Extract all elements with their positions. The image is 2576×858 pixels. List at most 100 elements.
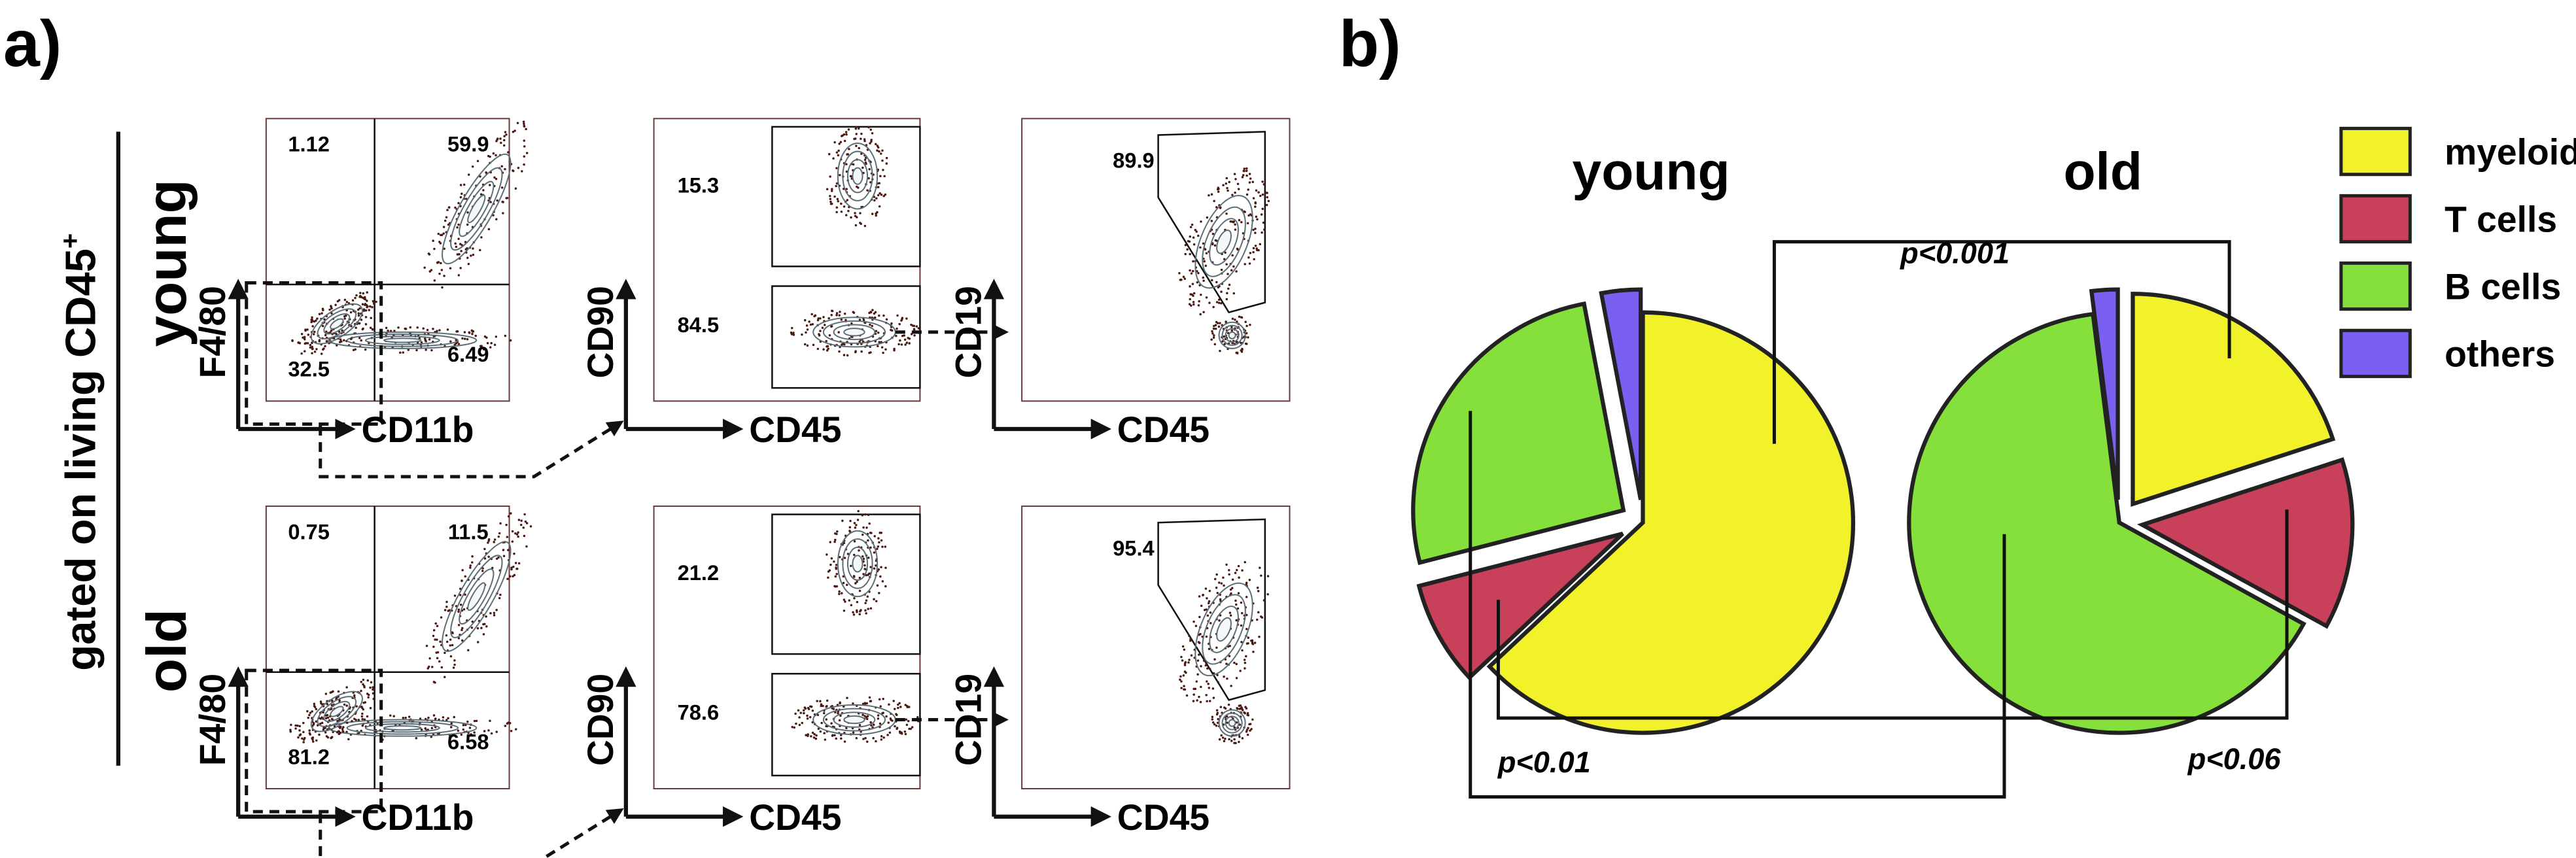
event-dot [1185, 694, 1189, 697]
contour [1221, 712, 1243, 734]
event-dot [457, 223, 460, 226]
event-dot [1254, 245, 1257, 247]
event-dot [330, 717, 334, 721]
event-dot [438, 329, 441, 332]
event-dot [339, 725, 342, 729]
event-dot [1220, 268, 1223, 271]
contour [467, 582, 486, 611]
event-dot [392, 715, 395, 717]
event-dot [357, 308, 360, 311]
event-dot [498, 532, 501, 535]
event-dot [467, 262, 470, 266]
event-dot [1232, 220, 1235, 224]
event-dot [362, 683, 364, 686]
event-dot [871, 213, 874, 215]
event-dot [357, 719, 360, 721]
event-dot [442, 232, 445, 235]
event-dot [1244, 661, 1247, 664]
event-dot [843, 354, 846, 356]
event-dot [1235, 351, 1238, 354]
event-dot [1223, 343, 1226, 346]
contour [837, 530, 879, 598]
event-dot [869, 323, 871, 326]
event-dot [311, 352, 313, 354]
event-dot [432, 645, 435, 648]
event-dot [1205, 662, 1208, 665]
event-dot [794, 712, 797, 715]
event-dot [427, 716, 430, 719]
event-dot [479, 249, 481, 252]
event-dot [885, 156, 888, 160]
event-dot [917, 327, 920, 330]
event-dot [823, 324, 826, 326]
event-dot [445, 640, 449, 644]
event-dot [357, 312, 360, 315]
event-dot [1261, 207, 1264, 211]
event-dot [1217, 681, 1220, 684]
event-dot [885, 318, 888, 321]
gate [1157, 131, 1266, 314]
event-dot [315, 708, 318, 710]
event-dot [1192, 236, 1195, 239]
event-dot [835, 314, 838, 317]
pie-slice [1411, 301, 1626, 566]
event-dot [1247, 214, 1250, 217]
event-dot [871, 309, 874, 311]
event-dot [847, 128, 850, 131]
event-dot [1211, 330, 1213, 333]
event-dot [311, 710, 313, 713]
event-dot [1243, 167, 1246, 170]
event-dot [371, 306, 374, 309]
event-dot [881, 149, 884, 152]
event-dot [1214, 239, 1217, 242]
contour [383, 725, 422, 731]
event-dot [1192, 700, 1195, 702]
event-dot [856, 580, 858, 583]
event-dot [837, 712, 839, 715]
event-dot [503, 135, 506, 137]
event-dot [1240, 601, 1243, 604]
event-dot [298, 734, 302, 737]
event-dot [895, 713, 897, 715]
event-dot [487, 541, 489, 544]
event-dot [1215, 709, 1219, 712]
event-dot [840, 202, 843, 205]
event-dot [1213, 343, 1217, 346]
event-dot [875, 197, 878, 200]
event-dot [1239, 670, 1242, 672]
event-dot [321, 324, 324, 328]
event-dot [811, 323, 814, 326]
event-dot [1244, 320, 1247, 323]
contour [852, 555, 863, 573]
contour [467, 194, 486, 224]
event-dot [864, 513, 867, 516]
event-dot [840, 210, 843, 213]
event-dot [516, 122, 519, 124]
event-dot [345, 704, 348, 707]
event-dot [330, 691, 333, 694]
event-dot [835, 211, 838, 214]
event-dot [1233, 738, 1236, 741]
event-dot [859, 212, 862, 214]
event-dot [466, 720, 469, 723]
event-dot [326, 716, 330, 719]
event-dot [1189, 252, 1191, 256]
event-dot [793, 726, 796, 729]
event-dot [1245, 174, 1248, 177]
event-dot [874, 311, 877, 314]
event-dot [1203, 260, 1206, 263]
event-dot [456, 226, 459, 229]
event-dot [313, 320, 316, 323]
contour [846, 159, 869, 194]
event-dot [355, 326, 357, 330]
event-dot [493, 541, 495, 543]
event-dot [1192, 620, 1195, 623]
contour [833, 712, 876, 728]
event-dot [835, 206, 839, 209]
event-dot [806, 344, 809, 347]
event-dot [339, 338, 342, 341]
event-dot [311, 325, 314, 328]
event-dot [1198, 695, 1200, 698]
event-dot [880, 193, 883, 196]
contour [442, 541, 512, 652]
